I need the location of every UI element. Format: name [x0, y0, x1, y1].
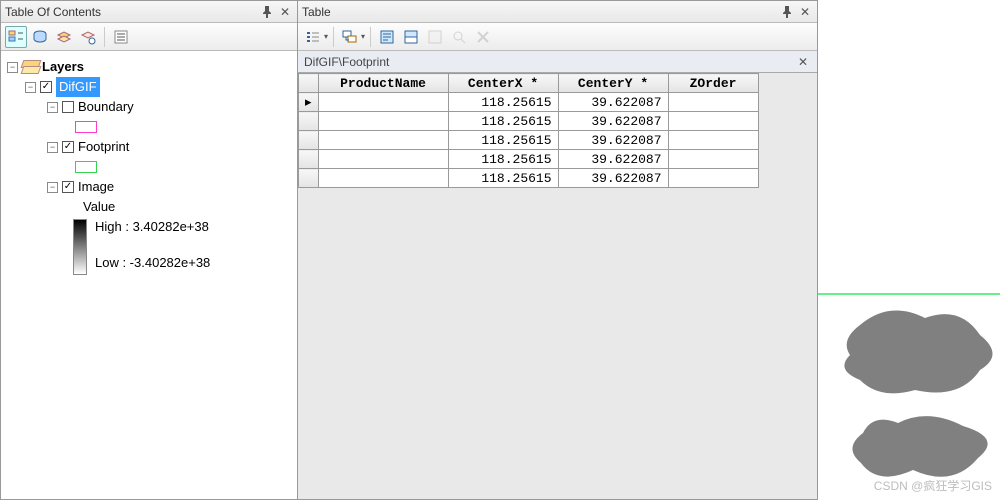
dropdown-icon[interactable]: ▾ — [324, 32, 328, 41]
collapse-icon[interactable]: − — [47, 102, 58, 113]
table-row[interactable]: 118.2561539.622087 — [299, 150, 759, 169]
table-row[interactable]: 118.2561539.622087 — [299, 131, 759, 150]
zoom-selected-button[interactable] — [448, 26, 470, 48]
list-by-source-button[interactable] — [29, 26, 51, 48]
column-header[interactable]: ZOrder — [668, 74, 758, 93]
table-row[interactable]: 118.2561539.622087 — [299, 169, 759, 188]
collapse-icon[interactable]: − — [47, 182, 58, 193]
image-value-label: Value — [7, 197, 293, 217]
value-heading: Value — [83, 197, 115, 217]
dropdown-icon[interactable]: ▾ — [361, 32, 365, 41]
layers-root-label: Layers — [42, 57, 84, 77]
toc-header: Table Of Contents ✕ — [1, 1, 297, 23]
map-view[interactable]: CSDN @疯狂学习GIS — [818, 0, 1000, 500]
layers-root[interactable]: − Layers — [7, 57, 293, 77]
table-row[interactable]: 118.2561539.622087 — [299, 112, 759, 131]
collapse-icon[interactable]: − — [25, 82, 36, 93]
separator — [370, 27, 371, 47]
collapse-icon[interactable]: − — [7, 62, 18, 73]
swatch — [75, 161, 97, 173]
layer-boundary[interactable]: − Boundary — [7, 97, 293, 117]
layer-label: Boundary — [78, 97, 134, 117]
layer-checkbox[interactable] — [62, 141, 74, 153]
column-header[interactable]: ProductName — [318, 74, 448, 93]
table-header: Table ✕ — [298, 1, 817, 23]
layer-label: Image — [78, 177, 114, 197]
toc-toolbar — [1, 23, 297, 51]
close-icon[interactable]: ✕ — [277, 4, 293, 20]
layer-checkbox[interactable] — [62, 181, 74, 193]
close-icon[interactable]: ✕ — [797, 4, 813, 20]
table-row[interactable]: ▸118.2561539.622087 — [299, 93, 759, 112]
layer-footprint[interactable]: − Footprint — [7, 137, 293, 157]
swatch — [75, 121, 97, 133]
toc-panel: Table Of Contents ✕ − Layers − DifGIF − … — [0, 0, 298, 500]
table-sub-header: DifGIF\Footprint ✕ — [298, 51, 817, 73]
table-panel: Table ✕ ▾ ▾ DifGIF\Footprint ✕ ProductNa… — [298, 0, 818, 500]
list-by-selection-button[interactable] — [77, 26, 99, 48]
pin-icon[interactable] — [779, 4, 795, 20]
close-tab-icon[interactable]: ✕ — [795, 54, 811, 70]
options-button[interactable] — [110, 26, 132, 48]
separator — [333, 27, 334, 47]
image-stretch-ramp: High : 3.40282e+38 Low : -3.40282e+38 — [7, 217, 293, 277]
table-options-button[interactable] — [302, 26, 324, 48]
delete-selected-button[interactable] — [472, 26, 494, 48]
list-by-visibility-button[interactable] — [53, 26, 75, 48]
layer-image[interactable]: − Image — [7, 177, 293, 197]
layer-difgif[interactable]: − DifGIF — [7, 77, 293, 97]
layer-checkbox[interactable] — [62, 101, 74, 113]
pin-icon[interactable] — [259, 4, 275, 20]
table-toolbar: ▾ ▾ — [298, 23, 817, 51]
map-shape — [843, 408, 1000, 488]
table-title: Table — [302, 5, 777, 19]
map-shape — [830, 300, 1000, 410]
separator — [104, 27, 105, 47]
column-header[interactable]: CenterX * — [448, 74, 558, 93]
boundary-symbol[interactable] — [7, 117, 293, 137]
layer-label-selected: DifGIF — [56, 77, 100, 97]
switch-selection-button[interactable] — [400, 26, 422, 48]
footprint-symbol[interactable] — [7, 157, 293, 177]
watermark: CSDN @疯狂学习GIS — [874, 477, 992, 494]
collapse-icon[interactable]: − — [47, 142, 58, 153]
layer-checkbox[interactable] — [40, 81, 52, 93]
list-by-drawing-order-button[interactable] — [5, 26, 27, 48]
high-value: High : 3.40282e+38 — [95, 217, 210, 237]
toc-title: Table Of Contents — [5, 5, 257, 19]
value-ramp — [73, 219, 87, 275]
column-header[interactable]: CenterY * — [558, 74, 668, 93]
layer-tree: − Layers − DifGIF − Boundary − Footprint… — [1, 51, 297, 499]
layer-label: Footprint — [78, 137, 129, 157]
clear-selection-button[interactable] — [424, 26, 446, 48]
table-name: DifGIF\Footprint — [304, 55, 793, 69]
footprint-edge — [818, 293, 1000, 295]
select-by-attributes-button[interactable] — [376, 26, 398, 48]
attribute-grid[interactable]: ProductNameCenterX *CenterY *ZOrder▸118.… — [298, 73, 817, 499]
low-value: Low : -3.40282e+38 — [95, 253, 210, 273]
related-tables-button[interactable] — [339, 26, 361, 48]
layers-icon — [22, 60, 38, 74]
